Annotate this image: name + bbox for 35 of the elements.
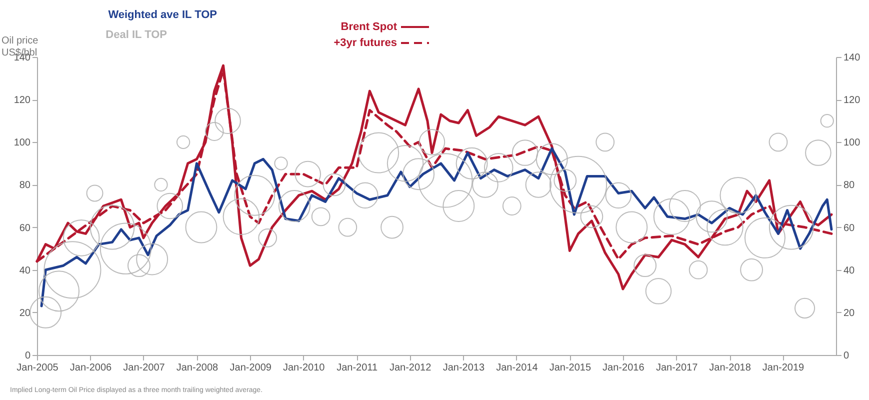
x-tick-label: Jan-2006 — [70, 362, 112, 374]
x-tick-label: Jan-2012 — [389, 362, 432, 374]
x-tick-label: Jan-2011 — [336, 362, 378, 374]
y-tick-label: 80 — [19, 180, 31, 192]
y2-tick-label: 120 — [844, 95, 861, 106]
x-tick-label: Jan-2016 — [602, 362, 645, 374]
x-tick-label: Jan-2017 — [656, 362, 698, 374]
y2-tick-label: 80 — [844, 180, 856, 192]
x-tick-label: Jan-2010 — [282, 362, 326, 374]
x-tick-label: Jan-2005 — [16, 362, 59, 374]
y-tick-label: 40 — [19, 265, 31, 276]
text: Weighted ave IL TOP — [108, 9, 217, 21]
x-tick-label: Jan-2007 — [123, 362, 166, 374]
x-tick-label: Jan-2015 — [549, 362, 592, 374]
y2-tick-label: 140 — [844, 52, 861, 64]
y2-tick-label: 60 — [844, 222, 856, 234]
y-tick-label: 20 — [19, 308, 31, 319]
legend-label: Brent Spot — [340, 21, 398, 33]
line-series — [40, 147, 833, 308]
x-tick-label: Jan-2014 — [496, 362, 538, 374]
text: Deal IL TOP — [106, 29, 167, 41]
y2-tick-label: 0 — [844, 350, 850, 362]
x-tick-label: Jan-2009 — [230, 362, 272, 374]
y-tick-label: 0 — [24, 350, 31, 362]
legend-label: +3yr futures — [334, 37, 397, 49]
x-tick-label: Jan-2008 — [176, 362, 218, 374]
x-tick-label: Jan-2018 — [709, 362, 752, 374]
y2-tick-label: 40 — [844, 265, 856, 276]
y-tick-label: 100 — [14, 138, 31, 149]
y2-tick-label: 100 — [844, 138, 861, 149]
x-tick-label: Jan-2019 — [762, 362, 805, 374]
y2-tick-label: 20 — [844, 308, 856, 319]
y-tick-label: 60 — [19, 222, 31, 234]
x-tick-label: Jan-2013 — [442, 362, 485, 374]
y-tick-label: 120 — [14, 95, 31, 106]
